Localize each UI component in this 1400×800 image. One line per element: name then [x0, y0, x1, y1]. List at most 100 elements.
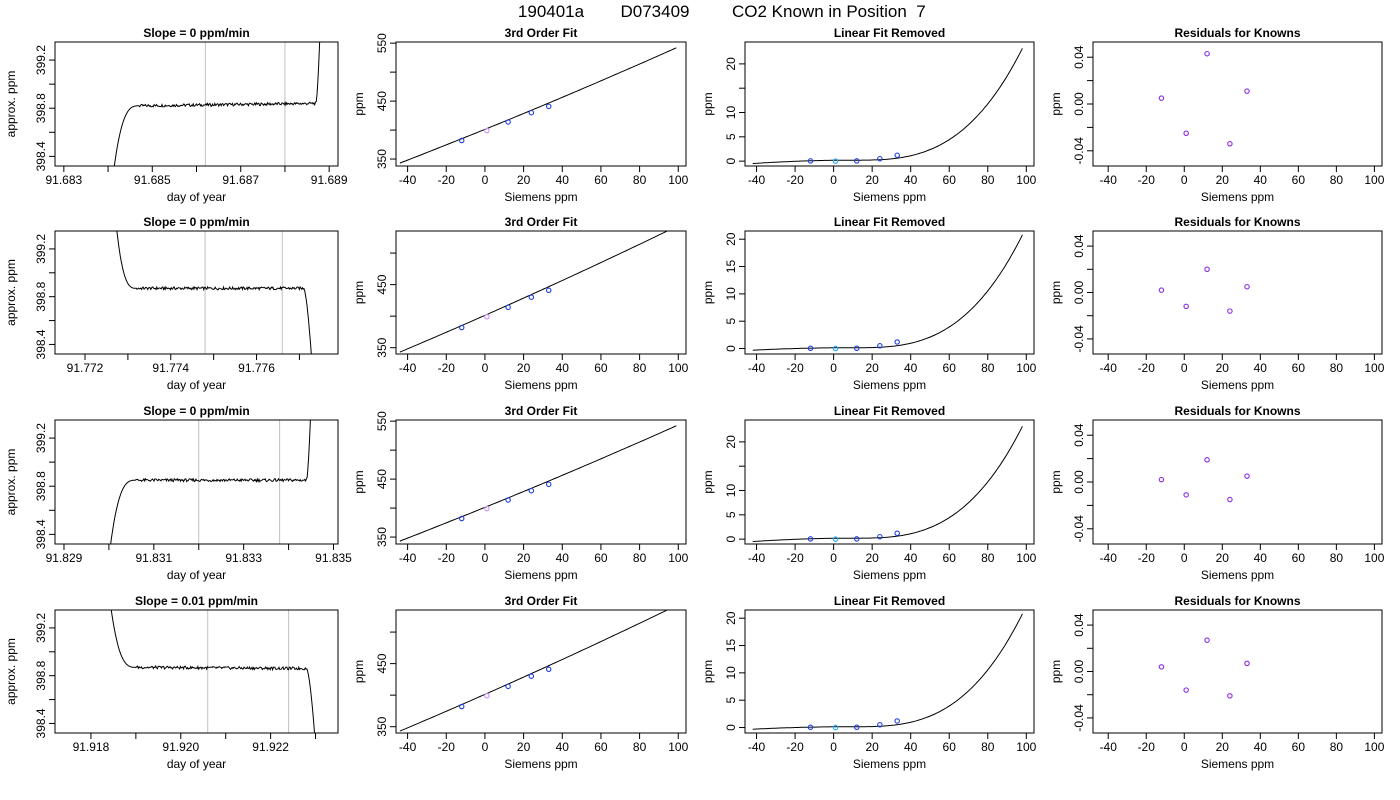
- y-tick-label: 0.04: [1072, 234, 1086, 258]
- x-tick-label: -20: [786, 173, 804, 187]
- x-tick-label: 91.835: [315, 551, 352, 565]
- data-point: [1244, 660, 1250, 667]
- panel-data: [113, 42, 321, 166]
- panel-r2-c2: 3rd Order Fit -40 -20 0 20 40 60 80 100 Siemens p…: [352, 215, 689, 392]
- panel-data: [399, 47, 677, 164]
- data-point: [894, 152, 900, 159]
- x-tick-label: 60: [943, 361, 957, 375]
- x-tick-label: -40: [748, 173, 766, 187]
- x-tick-label: 20: [517, 551, 531, 565]
- x-tick-label: 100: [1016, 173, 1036, 187]
- fit-curve: [399, 610, 669, 732]
- x-axis-label: Siemens ppm: [504, 378, 577, 392]
- x-tick-label: 80: [633, 173, 647, 187]
- x-axis-label: day of year: [167, 190, 226, 204]
- y-tick-label: 399.2: [34, 234, 48, 264]
- x-tick-label: -40: [399, 551, 417, 565]
- x-tick-label: -20: [438, 361, 456, 375]
- panel-title: Residuals for Knowns: [1174, 26, 1300, 40]
- y-tick-label: 0.00: [1072, 92, 1086, 116]
- panel-r2-c1: Slope = 0 ppm/min 91.772 91.774 91.776 day o…: [4, 215, 339, 392]
- data-point: [545, 287, 552, 294]
- x-tick-label: 80: [981, 361, 995, 375]
- plot-frame: [395, 41, 687, 167]
- x-tick-label: 40: [556, 551, 570, 565]
- x-tick-label: 0: [1181, 361, 1188, 375]
- y-tick-label: 0.04: [1072, 423, 1086, 447]
- fit-curve: [752, 426, 1023, 543]
- concentration-trace: [116, 231, 312, 354]
- data-point: [505, 304, 511, 311]
- x-tick-label: 20: [517, 361, 531, 375]
- y-tick-label: 0.00: [1072, 280, 1086, 304]
- x-tick-label: -20: [1138, 361, 1156, 375]
- panel-data: [752, 234, 1023, 351]
- y-axis-label: ppm: [701, 281, 715, 304]
- y-tick-label: 5: [724, 697, 738, 704]
- data-point: [484, 505, 490, 512]
- y-tick-label: 350: [375, 337, 389, 357]
- y-tick-label: 10: [724, 484, 738, 498]
- plot-frame: [54, 609, 339, 734]
- fit-curve: [752, 613, 1023, 730]
- panel-r3-c2: 3rd Order Fit -40 -20 0 20 40 60 80 100 Siemens p…: [352, 404, 689, 582]
- x-axis-label: Siemens ppm: [504, 568, 577, 582]
- panel-r1-c3: Linear Fit Removed-40 -20 0 20 40 60 80 100Siem…: [701, 26, 1037, 204]
- fit-curve: [752, 234, 1023, 351]
- y-axis-label: ppm: [352, 470, 366, 493]
- y-tick-label: 398.8: [34, 660, 48, 690]
- y-tick-label: 0.00: [1072, 659, 1086, 683]
- fit-curve: [399, 47, 677, 164]
- x-tick-label: 100: [1016, 740, 1036, 754]
- x-axis-label: Siemens ppm: [1201, 378, 1274, 392]
- data-point: [1244, 473, 1250, 479]
- x-tick-label: 40: [556, 173, 570, 187]
- x-tick-label: 20: [517, 740, 531, 754]
- panel-title: 3rd Order Fit: [505, 26, 578, 40]
- x-axis-label: Siemens ppm: [853, 568, 926, 582]
- x-tick-label: 0: [830, 551, 837, 565]
- y-tick-label: 0: [724, 535, 738, 542]
- y-axis-label: ppm: [1049, 92, 1063, 115]
- figure-title: 190401a D073409 CO2 Known in Position 7: [518, 2, 926, 21]
- x-tick-label: 40: [904, 361, 918, 375]
- y-tick-label: 5: [724, 511, 738, 518]
- y-tick-label: 20: [724, 611, 738, 625]
- concentration-trace: [110, 610, 315, 733]
- x-tick-label: 0: [1181, 740, 1188, 754]
- figure-title-description: CO2 Known in Position 7: [732, 2, 926, 21]
- data-point: [458, 703, 465, 710]
- panel-title: Linear Fit Removed: [834, 26, 945, 40]
- y-tick-label: 450: [375, 653, 389, 673]
- x-tick-label: 60: [943, 740, 957, 754]
- plot-frame: [744, 419, 1035, 545]
- x-tick-label: -20: [438, 551, 456, 565]
- x-axis-label: day of year: [167, 378, 226, 392]
- data-point: [853, 345, 860, 352]
- x-tick-label: 91.918: [73, 740, 110, 754]
- x-tick-label: 0: [482, 551, 489, 565]
- x-tick-label: 20: [1216, 551, 1230, 565]
- data-point: [1183, 130, 1189, 136]
- data-point: [853, 536, 860, 542]
- y-tick-label: 10: [724, 106, 738, 120]
- x-tick-label: 91.689: [311, 173, 348, 187]
- panel-title: 3rd Order Fit: [505, 594, 578, 608]
- panel-data: [110, 420, 311, 544]
- panel-title: Residuals for Knowns: [1174, 215, 1300, 229]
- x-tick-label: 100: [1364, 551, 1384, 565]
- x-tick-label: 91.831: [135, 551, 172, 565]
- y-tick-label: -0.04: [1072, 515, 1086, 543]
- y-tick-label: 350: [375, 149, 389, 169]
- y-axis-label: ppm: [352, 281, 366, 304]
- data-point: [1204, 50, 1210, 57]
- data-point: [877, 533, 883, 540]
- data-point: [832, 158, 839, 164]
- x-tick-label: 20: [865, 740, 879, 754]
- data-point: [1227, 141, 1233, 147]
- y-tick-label: 0.00: [1072, 470, 1086, 494]
- fit-curve: [752, 48, 1023, 165]
- x-tick-label: -40: [1100, 551, 1118, 565]
- panel-title: Linear Fit Removed: [834, 404, 945, 418]
